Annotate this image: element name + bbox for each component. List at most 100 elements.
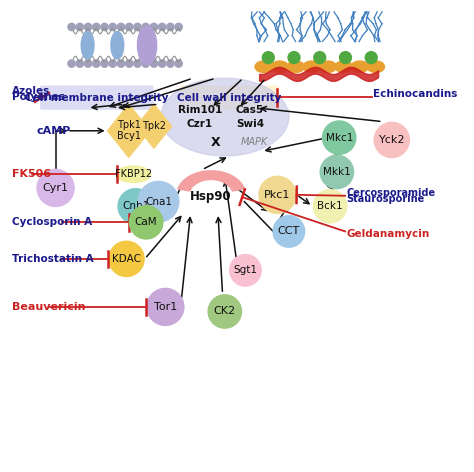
Ellipse shape (303, 61, 320, 73)
Circle shape (175, 60, 182, 67)
Circle shape (374, 122, 410, 158)
Text: Rim101: Rim101 (178, 105, 222, 115)
Text: Azoles: Azoles (12, 85, 50, 95)
Ellipse shape (116, 166, 151, 183)
Text: Mkk1: Mkk1 (323, 167, 351, 177)
Circle shape (92, 60, 100, 67)
Ellipse shape (161, 78, 289, 156)
Circle shape (175, 23, 182, 31)
Text: Tor1: Tor1 (154, 302, 177, 312)
Circle shape (319, 154, 354, 189)
Ellipse shape (287, 61, 304, 73)
Text: Beauvericin: Beauvericin (12, 302, 86, 312)
Circle shape (68, 23, 75, 31)
Text: Yck2: Yck2 (379, 135, 405, 145)
Polygon shape (108, 104, 150, 157)
Circle shape (273, 215, 305, 248)
Text: Mkc1: Mkc1 (326, 133, 353, 143)
Circle shape (208, 294, 242, 329)
Polygon shape (137, 104, 172, 148)
Ellipse shape (335, 61, 353, 73)
Circle shape (126, 23, 133, 31)
Circle shape (129, 205, 164, 240)
Circle shape (108, 241, 145, 277)
Text: Swi4: Swi4 (236, 119, 264, 129)
Circle shape (92, 23, 100, 31)
Circle shape (84, 23, 92, 31)
Circle shape (288, 51, 300, 64)
Circle shape (84, 60, 92, 67)
Text: KDAC: KDAC (112, 254, 141, 264)
Circle shape (76, 23, 83, 31)
Circle shape (313, 189, 347, 224)
Circle shape (137, 181, 180, 223)
Text: Cnb1: Cnb1 (122, 201, 149, 211)
Polygon shape (178, 171, 245, 191)
Ellipse shape (137, 26, 157, 65)
Circle shape (126, 60, 133, 67)
Text: X: X (211, 136, 220, 149)
Circle shape (109, 23, 117, 31)
Text: Sgt1: Sgt1 (233, 265, 257, 275)
Ellipse shape (255, 61, 273, 73)
Circle shape (158, 60, 166, 67)
Circle shape (262, 51, 274, 64)
Circle shape (118, 23, 125, 31)
Text: Bck1: Bck1 (317, 201, 343, 211)
Circle shape (134, 60, 141, 67)
Text: Cna1: Cna1 (145, 197, 172, 207)
Ellipse shape (111, 32, 124, 59)
Circle shape (101, 60, 108, 67)
Circle shape (258, 176, 297, 214)
Circle shape (229, 254, 262, 287)
Circle shape (322, 120, 356, 155)
Ellipse shape (367, 61, 384, 73)
Circle shape (118, 60, 125, 67)
Text: Czr1: Czr1 (187, 119, 213, 129)
Circle shape (158, 23, 166, 31)
Text: Cyclosporin A: Cyclosporin A (12, 217, 92, 228)
Text: Cas5: Cas5 (236, 105, 264, 115)
Ellipse shape (81, 32, 94, 59)
Text: Cell wall integrity: Cell wall integrity (177, 93, 282, 102)
Circle shape (167, 60, 174, 67)
Text: Trichostatin A: Trichostatin A (12, 254, 94, 264)
Text: Staurosporine: Staurosporine (346, 194, 424, 204)
Text: Cell membrane integrity: Cell membrane integrity (25, 93, 168, 102)
Ellipse shape (319, 61, 337, 73)
Text: FKBP12: FKBP12 (115, 169, 152, 179)
FancyBboxPatch shape (40, 85, 154, 110)
Text: Cyr1: Cyr1 (43, 183, 69, 193)
Text: CK2: CK2 (214, 306, 236, 316)
Circle shape (142, 23, 149, 31)
Text: MAPK: MAPK (241, 137, 268, 147)
Ellipse shape (351, 61, 368, 73)
Text: Tpk1: Tpk1 (117, 120, 141, 130)
Text: Pkc1: Pkc1 (264, 190, 291, 200)
FancyBboxPatch shape (180, 85, 279, 110)
Circle shape (142, 60, 149, 67)
Circle shape (146, 288, 184, 326)
Circle shape (150, 60, 157, 67)
Circle shape (365, 51, 377, 64)
Circle shape (134, 23, 141, 31)
Text: Tpk2: Tpk2 (142, 121, 166, 131)
Circle shape (150, 23, 157, 31)
Text: Geldanamycin: Geldanamycin (346, 229, 429, 239)
Circle shape (109, 60, 117, 67)
Text: CaM: CaM (135, 217, 157, 228)
Circle shape (101, 23, 108, 31)
Circle shape (118, 188, 154, 225)
Ellipse shape (271, 61, 288, 73)
Text: Hsp90: Hsp90 (190, 190, 232, 202)
Circle shape (36, 169, 75, 207)
Circle shape (339, 51, 351, 64)
Text: Bcy1: Bcy1 (117, 131, 141, 141)
Text: CCT: CCT (278, 227, 300, 236)
Circle shape (68, 60, 75, 67)
Text: Cercosporamide: Cercosporamide (346, 187, 435, 198)
Text: FK506: FK506 (12, 169, 51, 179)
Circle shape (314, 51, 326, 64)
Text: Polyenes: Polyenes (12, 92, 65, 102)
Text: cAMP: cAMP (36, 126, 71, 136)
